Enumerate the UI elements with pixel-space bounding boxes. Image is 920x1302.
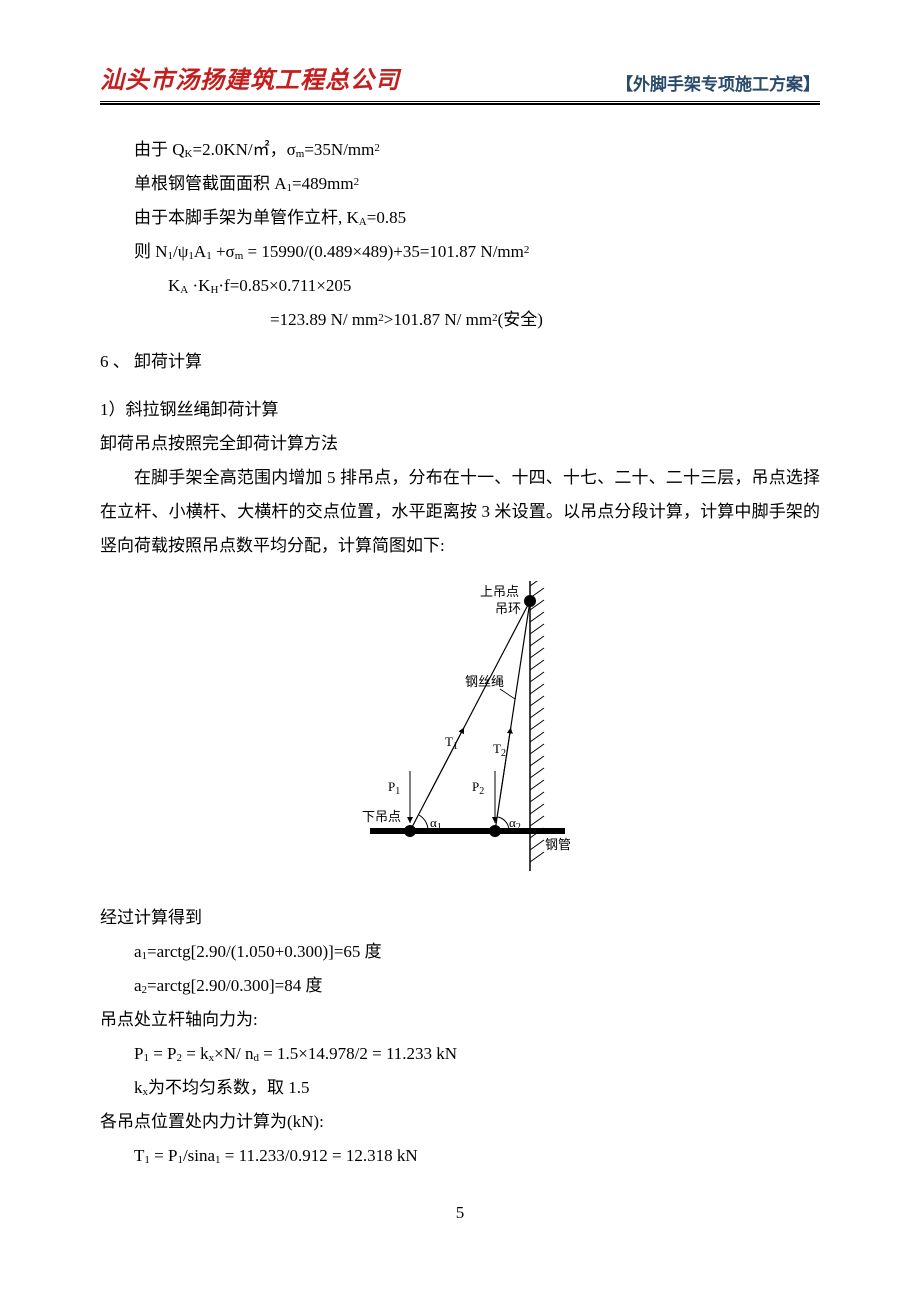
calc-line: 由于本脚手架为单管作立杆, KA=0.85 (100, 201, 820, 235)
text: =489mm (292, 174, 354, 193)
svg-text:T1: T1 (445, 734, 458, 752)
text: = k (182, 1044, 209, 1063)
svg-text:P2: P2 (472, 779, 484, 797)
svg-text:钢管: 钢管 (545, 837, 570, 852)
text: =0.85 (367, 208, 406, 227)
text: = P (150, 1146, 178, 1165)
svg-text:钢丝绳: 钢丝绳 (465, 674, 504, 689)
text: =2.0KN/㎡，σ (192, 140, 295, 159)
calc-line: T1 = P1/sina1 = 11.233/0.912 = 12.318 kN (100, 1139, 820, 1173)
calc-line: P1 = P2 = kx×N/ nd = 1.5×14.978/2 = 11.2… (100, 1037, 820, 1071)
text: T (134, 1146, 144, 1165)
calc-line: 单根钢管截面面积 A1=489mm2 (100, 167, 820, 201)
text: 由于本脚手架为单管作立杆, K (134, 208, 359, 227)
text: 则 N (134, 242, 168, 261)
text: ·K (188, 276, 210, 295)
document-body: 由于 QK=2.0KN/㎡，σm=35N/mm2 单根钢管截面面积 A1=489… (100, 133, 820, 1173)
text: = P (149, 1044, 177, 1063)
svg-text:下吊点: 下吊点 (362, 809, 401, 824)
svg-text:T2: T2 (493, 741, 506, 759)
paragraph: 各吊点位置处内力计算为(kN): (100, 1105, 820, 1139)
text: >101.87 N/ mm (384, 310, 492, 329)
subsection-heading: 1）斜拉钢丝绳卸荷计算 (100, 393, 820, 427)
superscript: 2 (354, 176, 360, 188)
calc-line: =123.89 N/ mm2>101.87 N/ mm2(安全) (100, 303, 820, 337)
page-number: 5 (100, 1203, 820, 1223)
text: =123.89 N/ mm (270, 310, 378, 329)
svg-text:P1: P1 (388, 779, 400, 797)
text: 由于 Q (134, 140, 185, 159)
text: = 1.5×14.978/2 = 11.233 kN (259, 1044, 457, 1063)
text: ·f=0.85×0.711×205 (218, 276, 351, 295)
calc-line: a2=arctg[2.90/0.300]=84 度 (100, 969, 820, 1003)
calc-line: KA ·KH·f=0.85×0.711×205 (100, 269, 820, 303)
subscript: m (235, 250, 244, 262)
text: /sina (183, 1146, 215, 1165)
text: /ψ (173, 242, 188, 261)
force-diagram: 上吊点吊环钢丝绳T1T2P1P2α1α2下吊点钢管 (100, 581, 820, 871)
subscript: A (359, 216, 367, 228)
document-title: 【外脚手架专项施工方案】 (616, 70, 820, 95)
text: a (134, 942, 142, 961)
text: = 15990/(0.489×489)+35=101.87 N/mm (243, 242, 524, 261)
text: +σ (212, 242, 235, 261)
section-heading-6: 6 、 卸荷计算 (100, 345, 820, 379)
text: =arctg[2.90/0.300]=84 度 (147, 976, 322, 995)
calc-line: kx为不均匀系数，取 1.5 (100, 1071, 820, 1105)
text: k (134, 1078, 143, 1097)
text: ×N/ n (214, 1044, 253, 1063)
text: =arctg[2.90/(1.050+0.300)]=65 度 (147, 942, 382, 961)
calc-line: 则 N1/ψ1A1 +σm = 15990/(0.489×489)+35=101… (100, 235, 820, 269)
text: a (134, 976, 142, 995)
text: 单根钢管截面面积 A (134, 174, 287, 193)
superscript: 2 (374, 142, 380, 154)
paragraph: 吊点处立杆轴向力为: (100, 1003, 820, 1037)
paragraph: 在脚手架全高范围内增加 5 排吊点，分布在十一、十四、十七、二十、二十三层，吊点… (100, 461, 820, 563)
superscript: 2 (524, 244, 530, 256)
svg-text:上吊点: 上吊点 (480, 584, 519, 599)
text: 为不均匀系数，取 1.5 (148, 1078, 310, 1097)
text: K (168, 276, 180, 295)
text: A (194, 242, 206, 261)
page-header: 汕头市汤扬建筑工程总公司 【外脚手架专项施工方案】 (100, 60, 820, 95)
svg-text:吊环: 吊环 (495, 601, 521, 616)
company-logo-text: 汕头市汤扬建筑工程总公司 (100, 60, 400, 95)
text: =35N/mm (304, 140, 374, 159)
paragraph: 卸荷吊点按照完全卸荷计算方法 (100, 427, 820, 461)
text: (安全) (498, 310, 543, 329)
calc-line: a1=arctg[2.90/(1.050+0.300)]=65 度 (100, 935, 820, 969)
calc-line: 由于 QK=2.0KN/㎡，σm=35N/mm2 (100, 133, 820, 167)
text: = 11.233/0.912 = 12.318 kN (221, 1146, 418, 1165)
paragraph: 经过计算得到 (100, 901, 820, 935)
header-rule (100, 101, 820, 105)
diagram-svg: 上吊点吊环钢丝绳T1T2P1P2α1α2下吊点钢管 (350, 581, 570, 871)
